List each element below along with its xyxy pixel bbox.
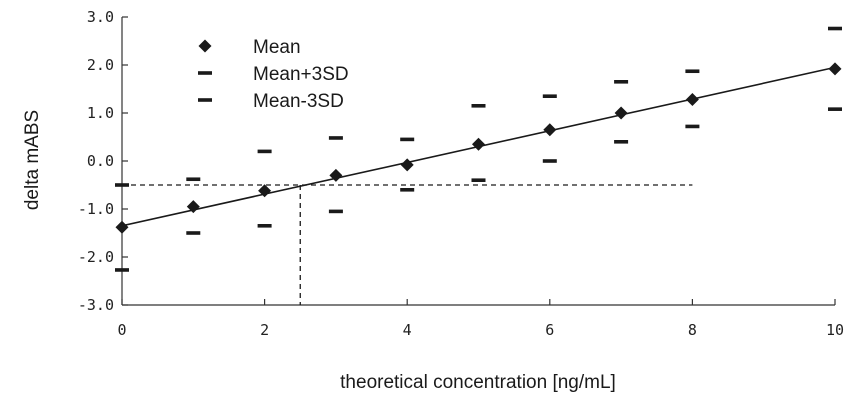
- x-tick-label: 10: [826, 321, 844, 339]
- y-tick-label: -1.0: [78, 200, 114, 218]
- mean-3sd-point: [328, 209, 343, 214]
- legend-label-mean: Mean: [253, 37, 301, 58]
- mean-plus-3sd-point: [328, 136, 343, 140]
- y-tick-label: 1.0: [87, 104, 114, 122]
- mean-3sd-point: [257, 224, 272, 228]
- mean-point: [828, 62, 842, 76]
- mean-plus-3sd-point: [542, 94, 557, 98]
- mean-3sd-point: [400, 188, 415, 192]
- x-tick-label: 0: [117, 321, 126, 339]
- mean-3sd-point: [828, 107, 842, 111]
- x-tick-label: 8: [688, 321, 697, 339]
- mean-point: [186, 200, 200, 214]
- mean-3sd-point: [614, 140, 629, 144]
- mean-point: [400, 158, 414, 172]
- y-tick-label: 2.0: [87, 56, 114, 74]
- legend-label-mean-plus-3sd: Mean+3SD: [253, 64, 349, 85]
- mean-plus-3sd-point: [257, 149, 272, 154]
- mean-3sd-point: [542, 159, 557, 163]
- mean-point: [258, 184, 272, 198]
- y-tick-label: 3.0: [87, 8, 114, 26]
- mean-point: [115, 220, 129, 234]
- x-tick-label: 6: [545, 321, 554, 339]
- x-tick-label: 2: [260, 321, 269, 339]
- mean-3sd-point: [685, 124, 700, 129]
- y-tick-label: -2.0: [78, 248, 114, 266]
- mean-plus-3sd-point: [186, 177, 201, 182]
- mean-plus-3sd-point: [400, 137, 415, 142]
- mean-plus-3sd-point: [471, 104, 486, 108]
- mean-plus-3sd-point: [614, 80, 629, 84]
- y-tick-label: 0.0: [87, 152, 114, 170]
- mean-point: [543, 123, 557, 137]
- mean-point: [614, 106, 628, 120]
- legend-marker-mean: [198, 39, 212, 53]
- y-axis-title: delta mABS: [22, 110, 43, 210]
- mean-point: [329, 168, 343, 182]
- mean-plus-3sd-point: [115, 183, 129, 187]
- mean-point: [685, 93, 699, 107]
- mean-3sd-point: [471, 178, 486, 182]
- mean-plus-3sd-point: [828, 26, 842, 31]
- legend-marker-mean-plus-3sd: [198, 71, 212, 75]
- mean-point: [472, 137, 485, 151]
- x-axis-title: theoretical concentration [ng/mL]: [340, 372, 616, 393]
- x-tick-label: 4: [403, 321, 412, 339]
- mean-3sd-point: [115, 268, 129, 272]
- mean-3sd-point: [186, 231, 201, 235]
- legend-marker-mean-3sd: [198, 98, 212, 102]
- legend-label-mean-3sd: Mean-3SD: [253, 91, 344, 112]
- mean-plus-3sd-point: [685, 69, 700, 74]
- y-tick-label: -3.0: [78, 296, 114, 314]
